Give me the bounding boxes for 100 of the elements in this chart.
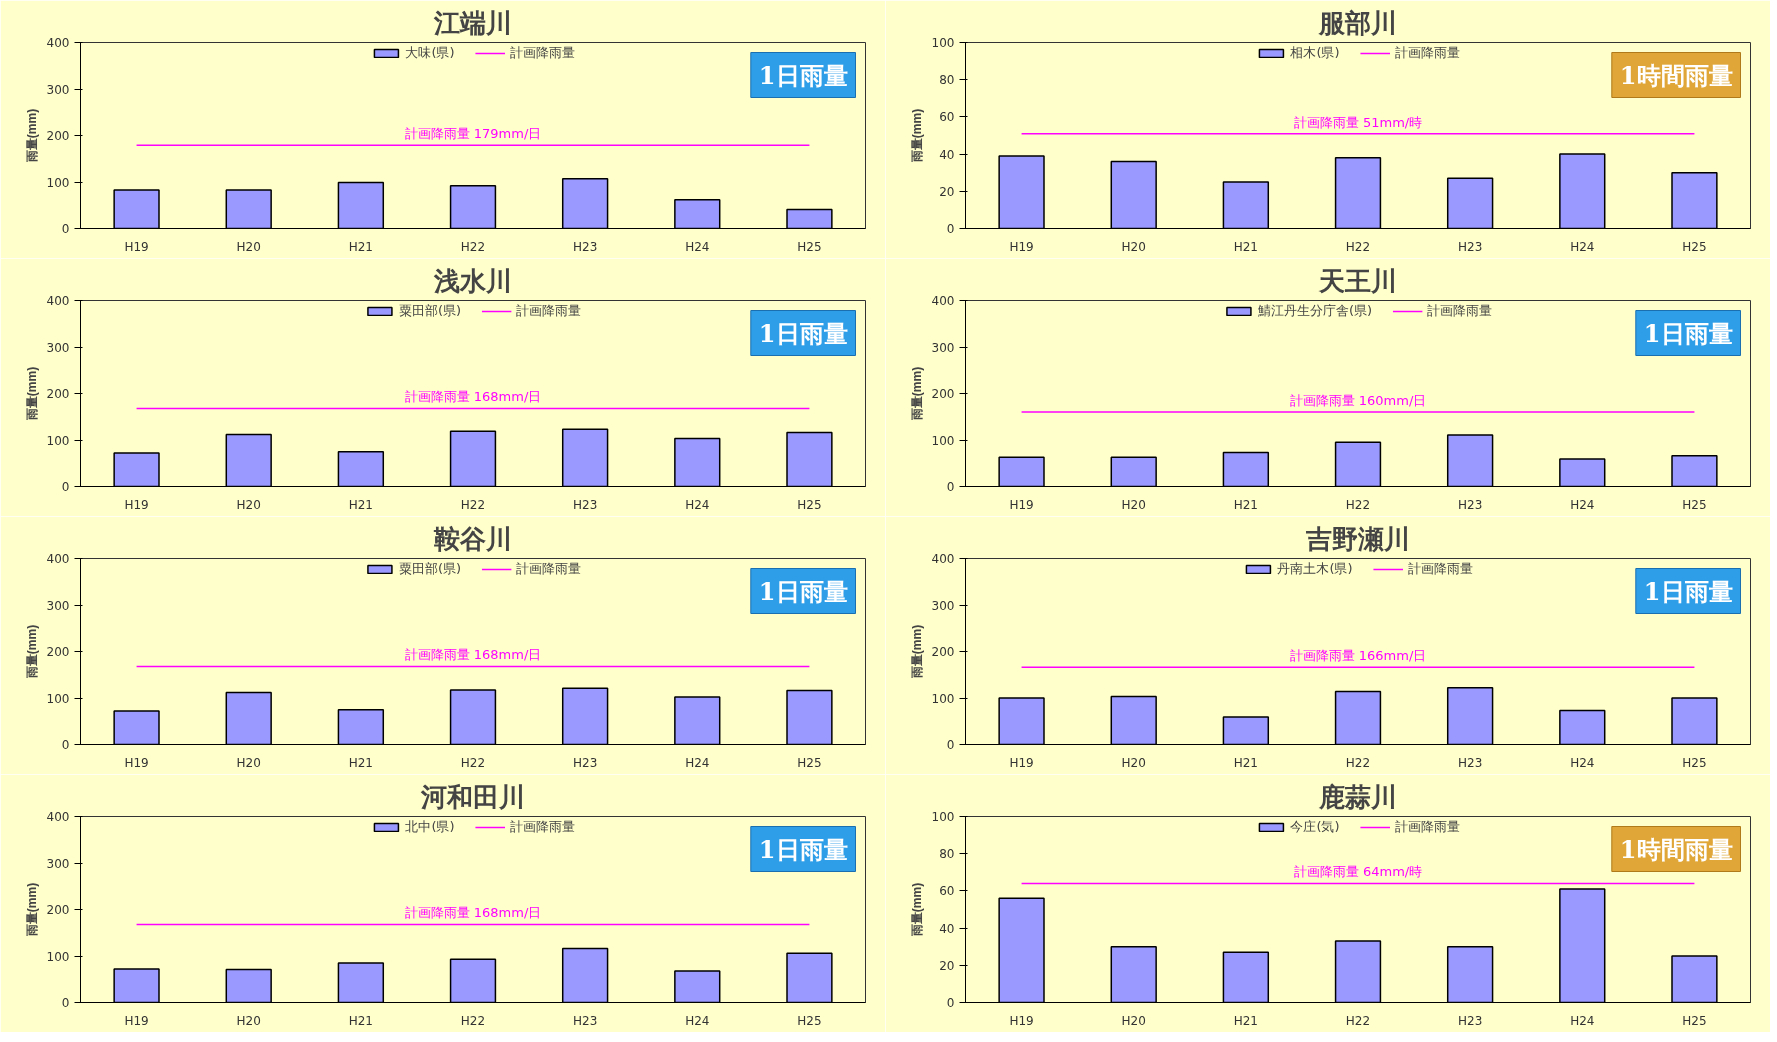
y-axis-title: 雨量(mm) bbox=[24, 108, 39, 164]
chart-title: 服部川 bbox=[1318, 7, 1397, 38]
x-tick-label: H24 bbox=[1570, 239, 1595, 254]
annotation: 計画降雨量 64mm/時 bbox=[1293, 864, 1423, 880]
y-tick-label: 0 bbox=[946, 996, 955, 1010]
annotation: 1日雨量 bbox=[1643, 576, 1733, 606]
y-tick-label: 100 bbox=[931, 36, 955, 50]
x-tick-label: H20 bbox=[1121, 755, 1146, 770]
x-tick-label: H22 bbox=[1345, 755, 1371, 770]
y-tick-label: 300 bbox=[46, 856, 70, 871]
x-tick-label: H20 bbox=[236, 239, 261, 254]
y-tick-label: 100 bbox=[46, 691, 70, 706]
x-tick-label: H20 bbox=[1121, 1013, 1146, 1028]
x-tick-label: H21 bbox=[348, 755, 374, 770]
x-tick-label: H24 bbox=[1570, 755, 1595, 770]
y-tick-label: 0 bbox=[61, 480, 70, 494]
annotation: 計画降雨量 168mm/日 bbox=[404, 647, 542, 663]
x-tick-label: H23 bbox=[573, 497, 598, 512]
chart-title: 吉野瀬川 bbox=[1305, 523, 1410, 554]
y-tick-label: 200 bbox=[931, 387, 955, 401]
legend-label: 計画降雨量 bbox=[1394, 44, 1460, 62]
x-tick-label: H23 bbox=[1458, 239, 1483, 254]
y-tick-label: 40 bbox=[939, 921, 955, 936]
annotation: 1日雨量 bbox=[758, 834, 848, 864]
y-tick-label: 400 bbox=[46, 810, 70, 824]
x-tick-label: H25 bbox=[797, 239, 822, 254]
annotation: 計画降雨量 166mm/日 bbox=[1289, 648, 1427, 664]
y-tick-label: 80 bbox=[939, 847, 955, 862]
y-tick-label: 0 bbox=[946, 738, 955, 752]
x-tick-label: H19 bbox=[124, 497, 149, 512]
legend-label: 計画降雨量 bbox=[1407, 560, 1473, 578]
chart-title: 河和田川 bbox=[420, 781, 525, 812]
x-tick-label: H24 bbox=[685, 497, 710, 512]
y-tick-label: 60 bbox=[939, 110, 955, 125]
y-tick-label: 200 bbox=[931, 645, 955, 659]
y-tick-label: 200 bbox=[46, 903, 70, 917]
x-tick-label: H22 bbox=[460, 239, 486, 254]
x-tick-label: H21 bbox=[348, 1013, 374, 1028]
annotation: 計画降雨量 168mm/日 bbox=[404, 389, 542, 405]
annotation: 1日雨量 bbox=[758, 60, 848, 90]
x-tick-label: H19 bbox=[1009, 755, 1034, 770]
y-tick-label: 0 bbox=[61, 996, 70, 1010]
x-tick-label: H19 bbox=[124, 239, 149, 254]
legend-label: 計画降雨量 bbox=[1427, 302, 1493, 320]
x-tick-label: H25 bbox=[797, 755, 822, 770]
x-tick-label: H22 bbox=[1345, 1013, 1371, 1028]
legend-label: 計画降雨量 bbox=[516, 560, 582, 578]
x-tick-label: H24 bbox=[1570, 497, 1595, 512]
x-tick-label: H23 bbox=[573, 755, 598, 770]
y-tick-label: 300 bbox=[931, 598, 955, 613]
x-tick-label: H20 bbox=[236, 1013, 261, 1028]
y-tick-label: 200 bbox=[46, 645, 70, 659]
x-tick-label: H23 bbox=[573, 1013, 598, 1028]
chart-title: 鹿蒜川 bbox=[1318, 781, 1397, 812]
x-tick-label: H19 bbox=[1009, 497, 1034, 512]
x-tick-label: H21 bbox=[1233, 1013, 1259, 1028]
y-tick-label: 200 bbox=[46, 387, 70, 401]
annotation: 1日雨量 bbox=[1643, 318, 1733, 348]
y-tick-label: 100 bbox=[931, 691, 955, 706]
x-tick-label: H24 bbox=[685, 1013, 710, 1028]
x-tick-label: H25 bbox=[1682, 1013, 1707, 1028]
x-tick-label: H24 bbox=[685, 755, 710, 770]
x-tick-label: H20 bbox=[236, 497, 261, 512]
x-tick-label: H20 bbox=[236, 755, 261, 770]
y-tick-label: 400 bbox=[46, 552, 70, 566]
y-axis-title: 雨量(mm) bbox=[24, 882, 39, 938]
y-tick-label: 100 bbox=[931, 810, 955, 824]
y-tick-label: 100 bbox=[46, 949, 70, 964]
y-tick-label: 40 bbox=[939, 147, 955, 162]
x-tick-label: H19 bbox=[1009, 1013, 1034, 1028]
x-tick-label: H25 bbox=[1682, 239, 1707, 254]
x-tick-label: H23 bbox=[1458, 755, 1483, 770]
x-tick-label: H20 bbox=[1121, 239, 1146, 254]
y-tick-label: 300 bbox=[931, 340, 955, 355]
x-tick-label: H22 bbox=[1345, 497, 1371, 512]
y-tick-label: 400 bbox=[46, 294, 70, 308]
y-tick-label: 0 bbox=[61, 738, 70, 752]
y-tick-label: 300 bbox=[46, 340, 70, 355]
x-tick-label: H21 bbox=[1233, 497, 1259, 512]
legend-label: 鯖江丹生分庁舎(県) bbox=[1257, 302, 1373, 320]
y-axis-title: 雨量(mm) bbox=[909, 624, 924, 680]
x-tick-label: H21 bbox=[1233, 755, 1259, 770]
y-tick-label: 80 bbox=[939, 73, 955, 88]
annotation: 1日雨量 bbox=[758, 318, 848, 348]
x-tick-label: H22 bbox=[460, 755, 486, 770]
y-tick-label: 100 bbox=[931, 433, 955, 448]
x-tick-label: H21 bbox=[348, 239, 374, 254]
y-axis-title: 雨量(mm) bbox=[24, 366, 39, 422]
y-axis-title: 雨量(mm) bbox=[909, 882, 924, 938]
legend-label: 粟田部(県) bbox=[398, 302, 462, 320]
y-axis-title: 雨量(mm) bbox=[909, 366, 924, 422]
x-tick-label: H23 bbox=[1458, 1013, 1483, 1028]
y-tick-label: 300 bbox=[46, 598, 70, 613]
legend-label: 大味(県) bbox=[405, 44, 455, 62]
x-tick-label: H22 bbox=[1345, 239, 1371, 254]
annotation: 1時間雨量 bbox=[1619, 60, 1733, 90]
x-tick-label: H19 bbox=[124, 755, 149, 770]
x-tick-label: H25 bbox=[797, 497, 822, 512]
x-tick-label: H19 bbox=[124, 1013, 149, 1028]
annotation: 1時間雨量 bbox=[1619, 834, 1733, 864]
